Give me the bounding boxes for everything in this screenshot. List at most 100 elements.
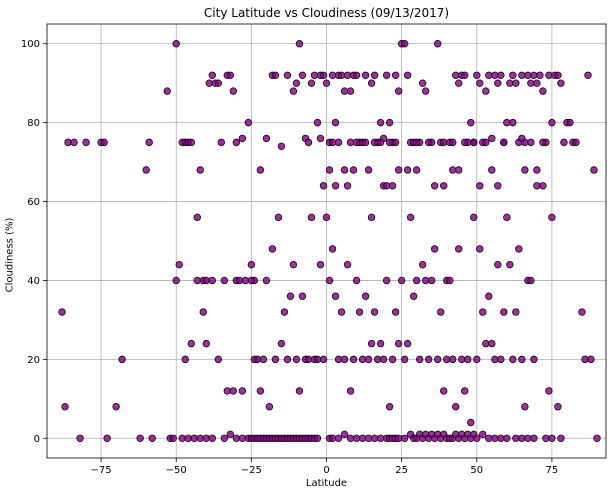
data-point [313,118,322,127]
data-point [142,166,150,174]
data-point [265,403,274,411]
x-tick-label: 50 [470,465,483,476]
data-point [539,182,547,190]
data-point [560,138,568,147]
data-point [214,79,223,87]
data-point [394,166,403,174]
data-point [385,403,394,411]
data-point [542,434,550,442]
data-point [530,71,538,79]
data-point [479,308,487,316]
data-point [343,71,352,79]
data-point [370,434,379,442]
data-point [485,434,493,442]
data-point [509,71,517,79]
data-point [295,40,304,48]
data-point [289,260,298,269]
data-point [412,166,421,174]
data-point [346,387,355,395]
data-point [394,339,403,348]
data-point [229,387,238,395]
data-point [328,434,337,442]
data-point [331,182,340,190]
data-point [169,434,177,442]
data-point [370,308,379,316]
data-point [322,213,331,222]
data-point [181,355,189,364]
data-point [400,434,409,442]
data-point [440,138,448,147]
data-point [476,182,484,190]
data-point [163,87,171,95]
data-point [325,276,334,285]
data-point [382,276,391,285]
data-point [397,276,406,285]
data-point [241,276,250,285]
data-point [581,355,589,364]
data-point [476,79,484,87]
data-point [482,138,490,147]
data-point [500,138,508,147]
data-point [485,71,493,79]
chart-title: City Latitude vs Cloudiness (09/13/2017) [203,6,450,20]
data-point [364,166,373,174]
data-point [217,138,226,147]
data-point [403,339,412,348]
y-tick-label: 80 [27,118,40,129]
data-point [208,434,216,442]
data-point [190,434,198,442]
data-point [268,245,277,253]
data-point [485,292,493,300]
data-point [271,355,280,364]
data-point [527,79,535,87]
data-point [503,213,511,222]
data-point [545,71,553,79]
data-point [488,339,496,348]
data-point [424,138,433,147]
data-point [172,40,180,48]
data-point [346,434,355,442]
data-point [578,308,586,316]
data-point [406,213,415,222]
data-point [349,355,358,364]
data-point [196,434,204,442]
data-point [391,71,400,79]
y-tick-label: 40 [27,276,40,287]
data-point [521,403,529,411]
data-point [319,182,328,190]
data-point [196,166,204,174]
data-point [172,276,180,285]
data-point [482,87,490,95]
data-point [385,118,394,127]
data-point [467,118,475,127]
data-point [557,79,565,87]
data-point [238,434,247,442]
data-point [283,71,292,79]
data-point [527,276,535,285]
data-point [370,138,379,147]
data-point [449,166,457,174]
data-point [427,276,436,285]
data-point [286,292,295,300]
data-point [112,403,120,411]
data-point [220,434,229,442]
data-point [235,276,244,285]
data-point [322,79,331,87]
data-point [418,79,427,87]
data-point [388,355,397,364]
data-point [494,260,502,269]
data-point [440,387,448,395]
data-point [403,71,412,79]
data-point [533,79,541,87]
data-point [376,118,385,127]
data-point [319,355,328,364]
data-point [518,355,526,364]
data-point [136,434,144,442]
data-point [334,355,343,364]
x-tick-label: −75 [91,465,112,476]
data-point [184,434,192,442]
data-point [358,434,367,442]
data-point [536,71,544,79]
data-point [593,434,601,442]
